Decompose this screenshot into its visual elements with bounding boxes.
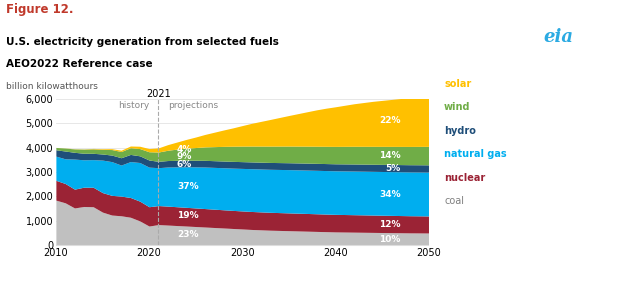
Text: AEO2022 Reference case: AEO2022 Reference case: [6, 59, 153, 69]
Text: 4%: 4%: [177, 146, 193, 155]
Text: 23%: 23%: [177, 230, 199, 239]
Text: 14%: 14%: [379, 151, 401, 160]
Text: eia: eia: [544, 28, 574, 46]
Text: 6%: 6%: [177, 160, 193, 169]
Text: 5%: 5%: [385, 164, 401, 173]
Text: projections: projections: [168, 101, 218, 110]
Text: solar: solar: [444, 79, 471, 89]
Text: natural gas: natural gas: [444, 149, 507, 159]
Text: 2021: 2021: [146, 89, 171, 99]
Text: billion kilowatthours: billion kilowatthours: [6, 82, 98, 91]
Text: 10%: 10%: [379, 235, 401, 244]
Text: 9%: 9%: [177, 152, 193, 161]
Text: 22%: 22%: [379, 116, 401, 125]
Text: nuclear: nuclear: [444, 173, 485, 182]
Text: hydro: hydro: [444, 126, 476, 136]
Text: 34%: 34%: [379, 190, 401, 199]
Text: Figure 12.: Figure 12.: [6, 3, 74, 16]
Text: 37%: 37%: [177, 182, 199, 191]
Text: history: history: [118, 101, 149, 110]
Text: U.S. electricity generation from selected fuels: U.S. electricity generation from selecte…: [6, 37, 279, 47]
Text: 19%: 19%: [177, 211, 199, 220]
Text: coal: coal: [444, 196, 464, 206]
Text: wind: wind: [444, 102, 471, 112]
Text: 12%: 12%: [379, 220, 401, 229]
